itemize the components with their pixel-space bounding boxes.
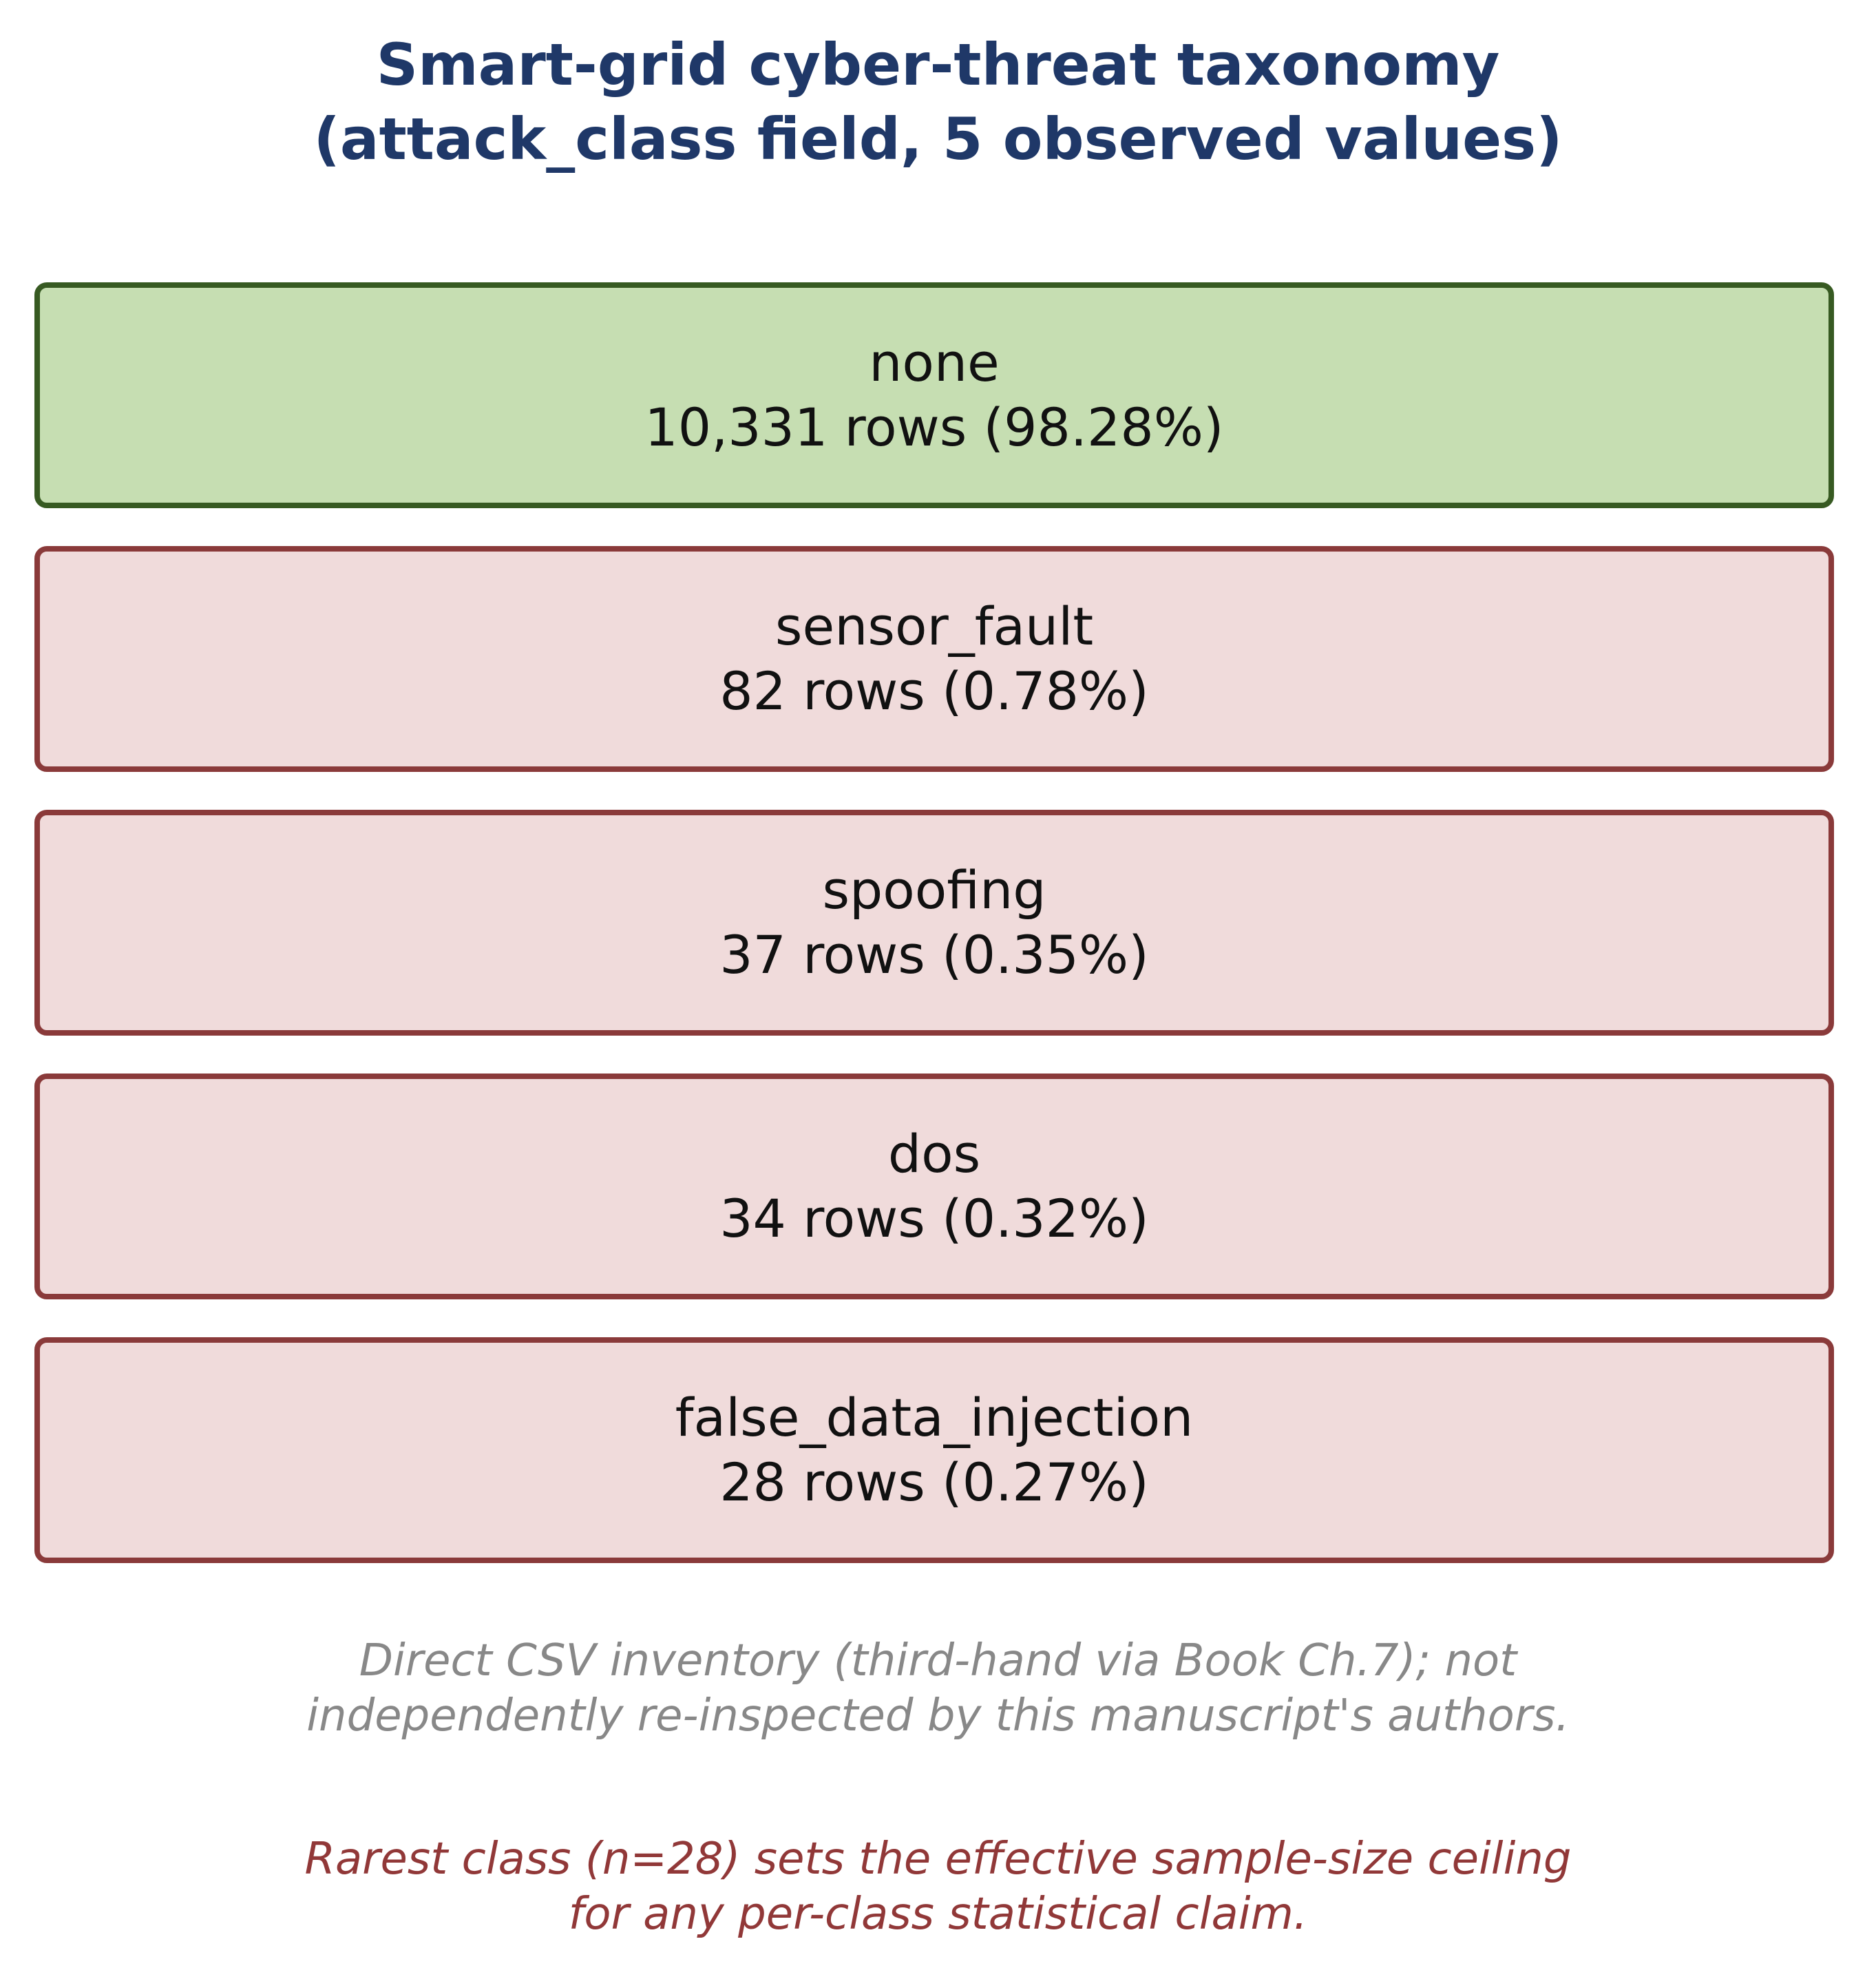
class-stats: 10,331 rows (98.28%) — [644, 397, 1224, 458]
class-stats: 34 rows (0.32%) — [719, 1188, 1149, 1249]
class-stats: 82 rows (0.78%) — [719, 660, 1149, 722]
class-name: dos — [887, 1123, 981, 1184]
provenance-note-line-1: Direct CSV inventory (third-hand via Boo… — [359, 1635, 1517, 1686]
provenance-note-line-2: independently re-inspected by this manus… — [306, 1690, 1570, 1741]
class-box-spoofing: spoofing 37 rows (0.35%) — [34, 810, 1834, 1036]
diagram-title-line-1: Smart-grid cyber-threat taxonomy — [376, 31, 1500, 98]
diagram-title-line-2: (attack_class field, 5 observed values) — [313, 105, 1563, 173]
class-name: none — [869, 332, 1000, 393]
class-box-none: none 10,331 rows (98.28%) — [34, 282, 1834, 508]
class-name: sensor_fault — [774, 596, 1094, 657]
provenance-note: Direct CSV inventory (third-hand via Boo… — [0, 1633, 1876, 1744]
class-box-false-data-injection: false_data_injection 28 rows (0.27%) — [34, 1337, 1834, 1563]
class-box-dos: dos 34 rows (0.32%) — [34, 1074, 1834, 1299]
class-stats: 28 rows (0.27%) — [719, 1452, 1149, 1513]
caveat-note-line-2: for any per-class statistical claim. — [568, 1889, 1308, 1940]
class-stats: 37 rows (0.35%) — [719, 924, 1149, 985]
class-name: false_data_injection — [675, 1387, 1194, 1448]
caveat-note: Rarest class (n=28) sets the effective s… — [0, 1832, 1876, 1942]
caveat-note-line-1: Rarest class (n=28) sets the effective s… — [304, 1834, 1572, 1885]
class-box-sensor-fault: sensor_fault 82 rows (0.78%) — [34, 546, 1834, 772]
class-name: spoofing — [822, 859, 1046, 921]
diagram-title: Smart-grid cyber-threat taxonomy (attack… — [0, 28, 1876, 176]
